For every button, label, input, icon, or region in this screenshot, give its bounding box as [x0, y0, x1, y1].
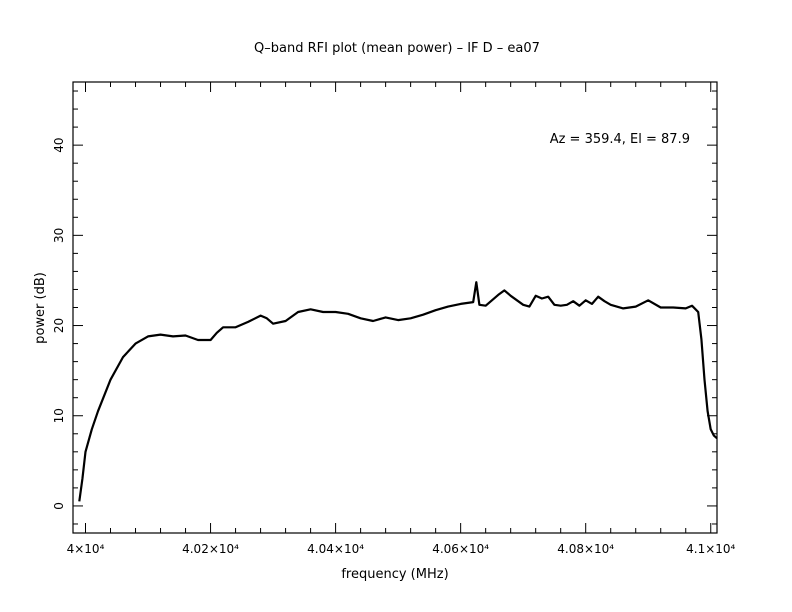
- x-tick-label: 4.1×10⁴: [686, 542, 735, 556]
- x-axis-label: frequency (MHz): [341, 567, 448, 582]
- x-tick-label: 4.02×10⁴: [182, 542, 239, 556]
- x-tick-label: 4.08×10⁴: [557, 542, 614, 556]
- chart-title: Q–band RFI plot (mean power) – IF D – ea…: [254, 41, 540, 56]
- x-tick-label: 4.04×10⁴: [307, 542, 364, 556]
- axis-ticks: [73, 82, 717, 533]
- y-tick-label: 0: [52, 502, 66, 510]
- y-tick-label: 20: [52, 318, 66, 333]
- x-tick-labels: 4×10⁴ 4.02×10⁴ 4.04×10⁴ 4.06×10⁴ 4.08×10⁴ 4.1…: [67, 542, 736, 556]
- y-axis-label: power (dB): [33, 272, 48, 344]
- y-tick-label: 10: [52, 408, 66, 423]
- x-tick-label: 4×10⁴: [67, 542, 105, 556]
- annotation: Az = 359.4, El = 87.9: [550, 132, 690, 147]
- x-tick-label: 4.06×10⁴: [432, 542, 489, 556]
- y-tick-label: 30: [52, 228, 66, 243]
- series-line: [78, 281, 718, 502]
- y-tick-labels: 0 10 20 30 40: [52, 137, 66, 509]
- y-tick-label: 40: [52, 137, 66, 152]
- data-series: [78, 281, 718, 502]
